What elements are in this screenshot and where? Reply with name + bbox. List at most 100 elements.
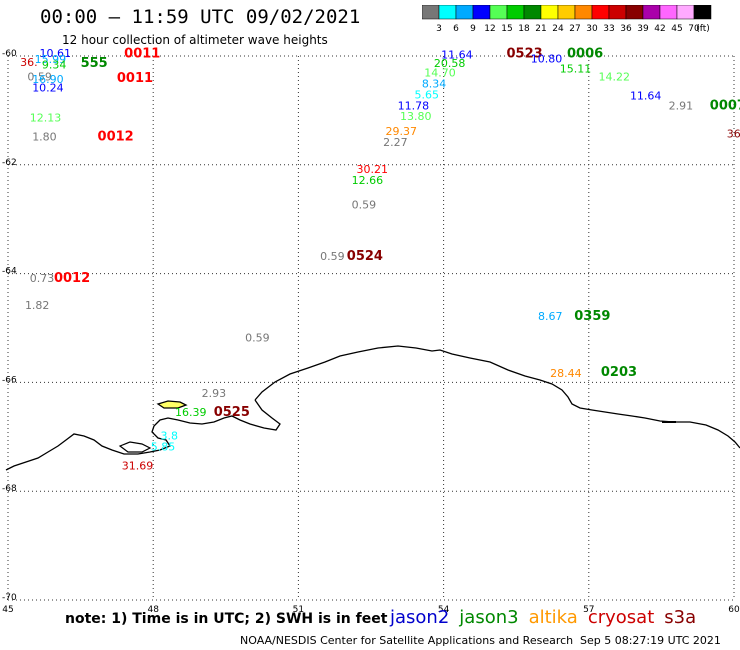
scale-tick-label: 70: [688, 24, 700, 34]
wave-height-label: 11.64: [441, 49, 473, 62]
wave-height-label: 2.27: [383, 136, 408, 149]
pass-time-label: 0524: [347, 249, 383, 264]
wave-height-label: 5.85: [151, 440, 176, 453]
wave-height-label: 9.34: [42, 59, 67, 72]
wave-height-label: 11.64: [630, 90, 662, 103]
scale-tick-label: 24: [552, 24, 564, 34]
wave-height-label: 0.59: [352, 198, 377, 211]
lat-tick-label: -66: [2, 375, 17, 385]
legend-s3a: s3a: [664, 607, 697, 628]
lat-tick-label: -70: [2, 593, 17, 603]
wave-height-label: 8.67: [538, 310, 563, 323]
pass-time-label: 0525: [214, 405, 250, 420]
lat-tick-label: -62: [2, 158, 17, 168]
legend-jason3: jason3: [459, 607, 519, 628]
scale-tick-label: 15: [501, 24, 512, 34]
scale-tick-label: 12: [484, 24, 495, 34]
scale-tick-label: 9: [470, 24, 476, 34]
coastline-bay: [5, 399, 281, 471]
wave-height-label: 10.24: [32, 81, 64, 94]
wave-height-label: 14.22: [598, 70, 630, 83]
legend-cryosat: cryosat: [587, 607, 655, 628]
small-island: [118, 441, 152, 453]
wave-height-label: 0.59: [27, 70, 52, 83]
wave-height-label: 15.11: [560, 62, 592, 75]
wave-height-label: 14.70: [424, 67, 456, 80]
wave-height-label: 1.80: [32, 130, 57, 143]
wave-height-label: 10.80: [531, 53, 563, 66]
wave-height-label: 16.39: [175, 406, 207, 419]
antarctic-coastline: [254, 345, 740, 449]
wave-height-label: 36.: [20, 56, 37, 69]
scale-tick-label: 18: [518, 24, 530, 34]
pass-time-label: 0011: [117, 71, 153, 86]
outlined-island: [156, 400, 188, 409]
lon-tick-label: 51: [293, 605, 304, 615]
wave-height-label: 2.93: [202, 387, 227, 400]
pass-time-label: 0007: [710, 98, 740, 113]
map-title: 00:00 – 11:59 UTC 09/02/2021: [40, 6, 361, 28]
scale-tick-label: 36: [620, 24, 632, 34]
wave-height-label: 11.78: [398, 99, 430, 112]
scale-tick-label: 3: [436, 24, 442, 34]
wave-height-label: 30.21: [356, 163, 388, 176]
wave-height-label: 13.80: [400, 110, 432, 123]
footnote: note: 1) Time is in UTC; 2) SWH is in fe…: [65, 611, 388, 627]
scale-tick-label: 39: [637, 24, 649, 34]
lon-tick-label: 57: [583, 605, 594, 615]
generated-time: Sep 5 08:27:19 UTC 2021: [580, 634, 721, 647]
wave-height-label: 0.59: [320, 250, 345, 263]
lat-lon-grid: 45 48 51 54 57 60 -60 -62 -64 -66 -68 -70: [2, 49, 740, 615]
wave-height-label: 2.91: [669, 99, 694, 112]
lat-tick-label: -68: [2, 484, 17, 494]
scale-tick-label: 21: [535, 24, 546, 34]
coastline: [5, 345, 740, 471]
pass-time-label: 0359: [574, 309, 610, 324]
wave-height-label: 0.73: [30, 272, 54, 285]
scale-tick-label: 45: [671, 24, 682, 34]
pass-time-label: 0012: [54, 271, 90, 286]
map-subtitle: 12 hour collection of altimeter wave hei…: [62, 33, 328, 47]
wave-height-label: 29.37: [386, 125, 418, 138]
legend-altika: altika: [528, 607, 578, 628]
satellite-legend: jason2 jason3 altika cryosat s3a: [390, 607, 706, 628]
pass-time-label: 0012: [98, 129, 134, 144]
wave-height-label: 36.: [727, 128, 740, 141]
pass-time-label: 555: [81, 56, 108, 71]
wave-height-label: 28.44: [550, 367, 582, 380]
wave-height-label: 5.65: [415, 88, 440, 101]
scale-tick-label: 27: [569, 24, 580, 34]
lat-tick-label: -64: [2, 267, 17, 277]
wave-height-label: 16.90: [32, 73, 64, 86]
wave-height-label: 1.82: [25, 299, 50, 312]
pass-time-label: 0523: [507, 47, 543, 62]
lon-tick-label: 54: [438, 605, 450, 615]
lon-tick-label: 45: [2, 605, 13, 615]
wave-height-label: 8.34: [422, 78, 447, 91]
wave-height-label: 0.59: [245, 332, 270, 345]
wave-height-label: 20.58: [434, 57, 466, 70]
wave-height-color-scale: 3 6 9 12 15 18 21 24 27 30 33 36 39 42 45 70(ft): [422, 5, 712, 34]
scale-tick-label: 33: [603, 24, 614, 34]
scale-unit: (ft): [696, 24, 710, 34]
legend-jason2: jason2: [390, 607, 450, 628]
scale-tick-label: 6: [453, 24, 459, 34]
wave-height-label: 12.13: [30, 111, 61, 124]
wave-height-label: 3.8: [160, 430, 178, 443]
scale-swatch: [693, 5, 712, 20]
wave-height-label: 31.69: [122, 459, 153, 472]
pass-time-label: 0011: [124, 47, 160, 62]
wave-height-label: 12.66: [352, 174, 384, 187]
wave-height-label: 15.99: [35, 53, 66, 66]
wave-height-label: 10.61: [39, 47, 71, 60]
lat-tick-label: -60: [2, 49, 17, 59]
scale-tick-label: 42: [654, 24, 665, 34]
lon-tick-label: 60: [728, 605, 740, 615]
pass-time-label: 0006: [567, 47, 603, 62]
lon-tick-label: 48: [147, 605, 159, 615]
scale-tick-label: 30: [586, 24, 598, 34]
credit-line: NOAA/NESDIS Center for Satellite Applica…: [240, 634, 574, 647]
pass-time-label: 0203: [601, 365, 637, 380]
